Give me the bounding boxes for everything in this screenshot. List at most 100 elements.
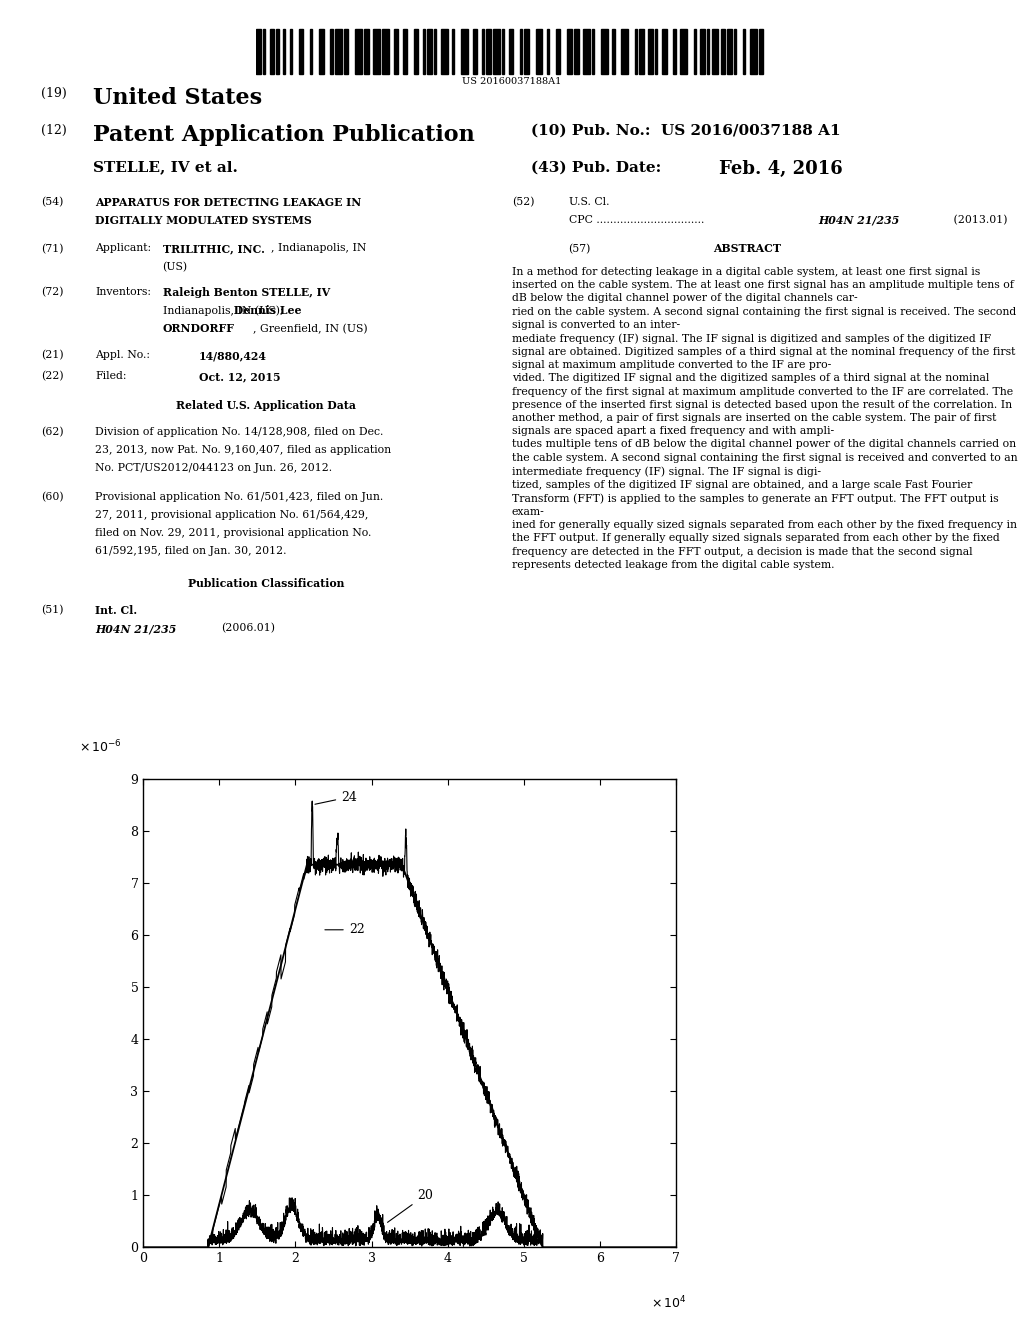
Text: Dennis Lee: Dennis Lee (230, 305, 302, 317)
Bar (414, 29, 419, 74)
Bar (536, 29, 543, 74)
Text: Publication Classification: Publication Classification (188, 578, 344, 589)
Text: 61/592,195, filed on Jan. 30, 2012.: 61/592,195, filed on Jan. 30, 2012. (95, 546, 287, 556)
Bar (393, 29, 398, 74)
Bar (680, 29, 687, 74)
Bar (734, 29, 736, 74)
Bar (382, 29, 389, 74)
Bar (583, 29, 590, 74)
Bar (344, 29, 348, 74)
Bar (567, 29, 571, 74)
Text: Int. Cl.: Int. Cl. (95, 605, 137, 616)
Text: Provisional application No. 61/501,423, filed on Jun.: Provisional application No. 61/501,423, … (95, 491, 383, 502)
Text: $\times\,10^{-6}$: $\times\,10^{-6}$ (80, 739, 122, 755)
Bar (721, 29, 725, 74)
Bar (743, 29, 745, 74)
Text: 22: 22 (325, 923, 365, 936)
Text: (43) Pub. Date:: (43) Pub. Date: (530, 161, 662, 174)
Text: (52): (52) (512, 197, 535, 207)
Text: (51): (51) (41, 605, 63, 615)
Bar (461, 29, 468, 74)
Bar (727, 29, 732, 74)
Text: DIGITALLY MODULATED SYSTEMS: DIGITALLY MODULATED SYSTEMS (95, 215, 311, 226)
Bar (524, 29, 529, 74)
Text: filed on Nov. 29, 2011, provisional application No.: filed on Nov. 29, 2011, provisional appl… (95, 528, 372, 537)
Text: $\times\,10^{4}$: $\times\,10^{4}$ (651, 1294, 686, 1311)
Text: APPARATUS FOR DETECTING LEAKAGE IN: APPARATUS FOR DETECTING LEAKAGE IN (95, 197, 361, 207)
Text: (60): (60) (41, 491, 63, 502)
Bar (547, 29, 549, 74)
Text: Filed:: Filed: (95, 371, 127, 381)
Bar (310, 29, 312, 74)
Bar (622, 29, 628, 74)
Text: Related U.S. Application Data: Related U.S. Application Data (176, 400, 356, 411)
Text: Oct. 12, 2015: Oct. 12, 2015 (199, 371, 281, 381)
Text: In a method for detecting leakage in a digital cable system, at least one first : In a method for detecting leakage in a d… (512, 267, 1018, 570)
Text: STELLE, IV et al.: STELLE, IV et al. (93, 161, 238, 174)
Bar (423, 29, 425, 74)
Text: (2013.01): (2013.01) (950, 215, 1008, 226)
Text: United States: United States (93, 87, 262, 110)
Bar (453, 29, 455, 74)
Bar (276, 29, 279, 74)
Bar (269, 29, 274, 74)
Text: (21): (21) (41, 350, 63, 360)
Bar (493, 29, 500, 74)
Text: , Indianapolis, IN: , Indianapolis, IN (270, 243, 367, 253)
Text: (22): (22) (41, 371, 63, 381)
Bar (509, 29, 513, 74)
Bar (700, 29, 705, 74)
Text: 23, 2013, now Pat. No. 9,160,407, filed as application: 23, 2013, now Pat. No. 9,160,407, filed … (95, 445, 391, 455)
Text: 14/880,424: 14/880,424 (199, 350, 266, 362)
Bar (402, 29, 408, 74)
Bar (290, 29, 292, 74)
Text: (2006.01): (2006.01) (221, 623, 275, 634)
Bar (263, 29, 265, 74)
Text: Division of application No. 14/128,908, filed on Dec.: Division of application No. 14/128,908, … (95, 426, 383, 437)
Text: TRILITHIC, INC.: TRILITHIC, INC. (163, 243, 264, 255)
Text: Feb. 4, 2016: Feb. 4, 2016 (719, 161, 843, 178)
Text: 20: 20 (387, 1189, 433, 1222)
Bar (635, 29, 637, 74)
Bar (648, 29, 653, 74)
Bar (556, 29, 560, 74)
Bar (441, 29, 447, 74)
Bar (486, 29, 490, 74)
Text: (12): (12) (41, 124, 67, 137)
Bar (673, 29, 676, 74)
Bar (427, 29, 432, 74)
Bar (331, 29, 333, 74)
Bar (299, 29, 303, 74)
Bar (472, 29, 477, 74)
Text: (57): (57) (568, 243, 591, 253)
Text: (71): (71) (41, 243, 63, 253)
Text: 24: 24 (315, 791, 357, 804)
Text: Applicant:: Applicant: (95, 243, 152, 253)
Bar (481, 29, 483, 74)
Text: ORNDORFF: ORNDORFF (163, 323, 234, 334)
Text: CPC ................................: CPC ................................ (568, 215, 703, 224)
Text: (72): (72) (41, 288, 63, 297)
Text: H04N 21/235: H04N 21/235 (95, 623, 176, 634)
Text: ABSTRACT: ABSTRACT (714, 243, 781, 255)
Text: (US): (US) (163, 261, 187, 272)
Bar (712, 29, 719, 74)
Bar (662, 29, 667, 74)
Text: No. PCT/US2012/044123 on Jun. 26, 2012.: No. PCT/US2012/044123 on Jun. 26, 2012. (95, 463, 332, 473)
Text: (54): (54) (41, 197, 63, 207)
Text: Patent Application Publication: Patent Application Publication (93, 124, 474, 145)
Bar (434, 29, 436, 74)
Text: U.S. Cl.: U.S. Cl. (568, 197, 609, 207)
Bar (365, 29, 369, 74)
Text: 27, 2011, provisional application No. 61/564,429,: 27, 2011, provisional application No. 61… (95, 510, 369, 520)
Text: US 20160037188A1: US 20160037188A1 (462, 77, 562, 86)
Text: Raleigh Benton STELLE, IV: Raleigh Benton STELLE, IV (163, 288, 330, 298)
Bar (520, 29, 522, 74)
Bar (601, 29, 608, 74)
Text: (19): (19) (41, 87, 67, 100)
Bar (319, 29, 324, 74)
Text: (62): (62) (41, 426, 63, 437)
Text: H04N 21/235: H04N 21/235 (818, 215, 899, 226)
Bar (759, 29, 764, 74)
Text: (10) Pub. No.:  US 2016/0037188 A1: (10) Pub. No.: US 2016/0037188 A1 (530, 124, 841, 137)
